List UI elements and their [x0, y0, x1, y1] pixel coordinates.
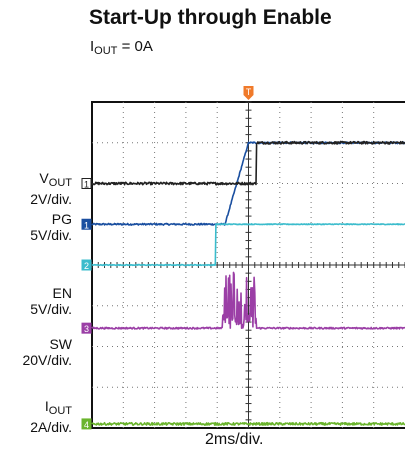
channel-marker-label-en: 2	[84, 261, 89, 271]
x-axis-label: 2ms/div.	[205, 431, 263, 449]
channel-marker-label-pg: 1	[84, 180, 89, 190]
channel-marker-label-sw: 3	[84, 324, 89, 334]
channel-marker-label-vout: 1	[84, 220, 89, 230]
channel-marker-label-iout: 4	[84, 420, 89, 430]
trigger-marker-label: T	[246, 87, 252, 97]
